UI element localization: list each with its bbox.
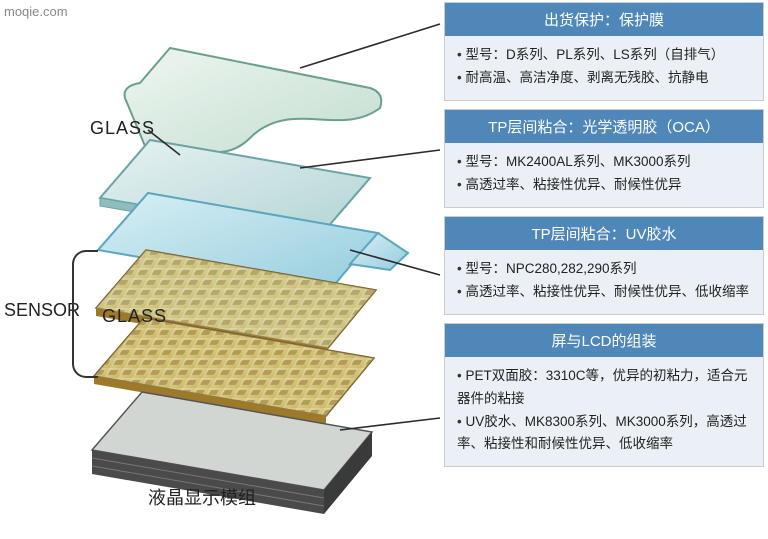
panel-protective-film: 出货保护：保护膜 型号：D系列、PL系列、LS系列（自排气） 耐高温、高洁净度、… xyxy=(444,2,764,101)
panel-item: UV胶水、MK8300系列、MK3000系列，高透过率、粘接性和耐候性优异、低收… xyxy=(457,411,753,457)
panel-oca: TP层间粘合：光学透明胶（OCA） 型号：MK2400AL系列、MK3000系列… xyxy=(444,109,764,208)
panel-uv-glue: TP层间粘合：UV胶水 型号：NPC280,282,290系列 高透过率、粘接性… xyxy=(444,216,764,315)
exploded-diagram: GLASS GLASS SENSOR 液晶显示模组 xyxy=(0,0,440,539)
panel-header: 出货保护：保护膜 xyxy=(445,3,763,36)
label-sensor: SENSOR xyxy=(4,300,80,321)
panel-item: 高透过率、粘接性优异、耐候性优异 xyxy=(457,174,753,197)
panel-body: 型号：NPC280,282,290系列 高透过率、粘接性优异、耐候性优异、低收缩… xyxy=(445,250,763,314)
layer-stack-svg xyxy=(40,28,440,528)
label-lcd-module: 液晶显示模组 xyxy=(148,484,256,510)
panel-item: 型号：D系列、PL系列、LS系列（自排气） xyxy=(457,44,753,67)
panel-body: PET双面胶：3310C等，优异的初粘力，适合元器件的粘接 UV胶水、MK830… xyxy=(445,357,763,467)
panel-lcd-assembly: 屏与LCD的组装 PET双面胶：3310C等，优异的初粘力，适合元器件的粘接 U… xyxy=(444,323,764,468)
panel-header: TP层间粘合：光学透明胶（OCA） xyxy=(445,110,763,143)
label-glass-mid: GLASS xyxy=(102,306,167,327)
panel-item: 型号：MK2400AL系列、MK3000系列 xyxy=(457,151,753,174)
panel-header: 屏与LCD的组装 xyxy=(445,324,763,357)
panel-item: 耐高温、高洁净度、剥离无残胶、抗静电 xyxy=(457,67,753,90)
sensor-brace xyxy=(72,250,98,378)
panel-item: 型号：NPC280,282,290系列 xyxy=(457,258,753,281)
panel-header: TP层间粘合：UV胶水 xyxy=(445,217,763,250)
panel-body: 型号：MK2400AL系列、MK3000系列 高透过率、粘接性优异、耐候性优异 xyxy=(445,143,763,207)
info-panels: 出货保护：保护膜 型号：D系列、PL系列、LS系列（自排气） 耐高温、高洁净度、… xyxy=(444,2,764,467)
label-glass-top: GLASS xyxy=(90,118,155,139)
panel-body: 型号：D系列、PL系列、LS系列（自排气） 耐高温、高洁净度、剥离无残胶、抗静电 xyxy=(445,36,763,100)
panel-item: PET双面胶：3310C等，优异的初粘力，适合元器件的粘接 xyxy=(457,365,753,411)
panel-item: 高透过率、粘接性优异、耐候性优异、低收缩率 xyxy=(457,281,753,304)
